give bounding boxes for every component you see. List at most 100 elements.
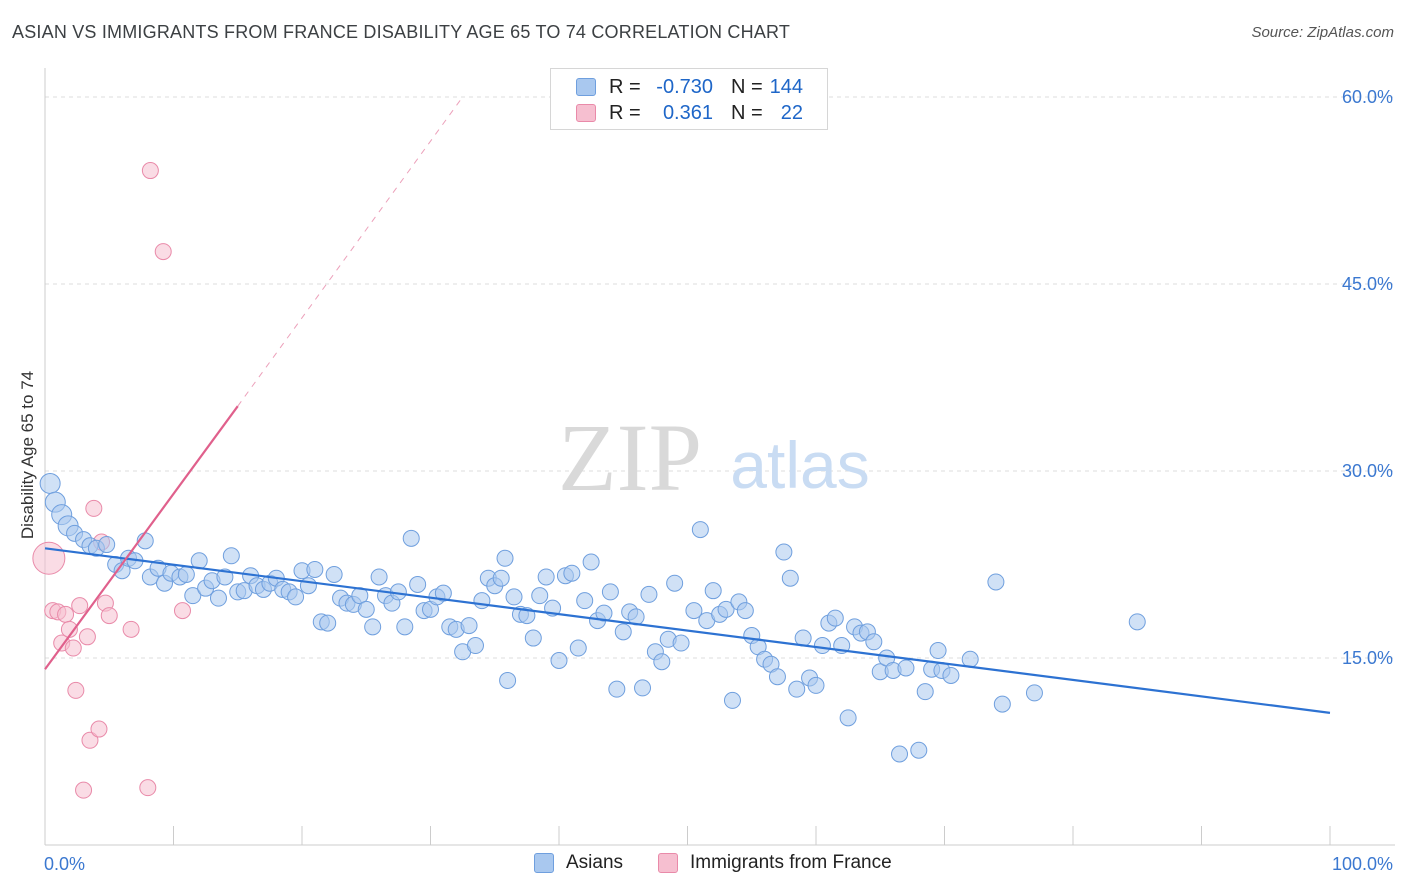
france-point (57, 605, 75, 623)
asian-point (550, 651, 568, 669)
france-point (139, 779, 157, 797)
asian-point (691, 521, 709, 539)
r-label: R = (609, 102, 641, 124)
france-point (141, 162, 159, 180)
asian-point (434, 584, 452, 602)
asian-point (916, 683, 934, 701)
asian-point (466, 637, 484, 655)
correlation-legend: R = -0.730 N = 144 R = 0.361 N = 22 (550, 68, 828, 130)
axes (44, 68, 1395, 846)
asian-point (839, 709, 857, 727)
y-tick-label: 15.0% (1342, 648, 1393, 668)
asian-point (865, 633, 883, 651)
asian-point (781, 569, 799, 587)
asians-legend-label: Asians (566, 852, 624, 873)
asian-point (961, 650, 979, 668)
asian-point (460, 617, 478, 635)
asian-point (396, 618, 414, 636)
asian-point (717, 600, 735, 618)
asian-point (723, 691, 741, 709)
asian-point (473, 592, 491, 610)
asian-point (537, 568, 555, 586)
asian-point (319, 614, 337, 632)
france-point (90, 720, 108, 738)
asians-swatch (576, 78, 596, 96)
asian-point (306, 560, 324, 578)
r-value: 0.361 (662, 102, 713, 124)
asian-point (993, 695, 1011, 713)
france-legend-label: Immigrants from France (690, 852, 892, 873)
asian-point (177, 565, 195, 583)
asian-point (582, 553, 600, 571)
france-trendline (44, 405, 239, 670)
france-point (75, 781, 93, 799)
legend-row-france: R = 0.361 N = 22 (551, 102, 827, 126)
watermark: ZIP atlas (558, 404, 870, 511)
asian-point (653, 653, 671, 671)
asian-point (576, 592, 594, 610)
asian-point (788, 680, 806, 698)
asian-point (929, 642, 947, 660)
asian-point (807, 676, 825, 694)
n-value: 144 (769, 76, 803, 98)
tick-labels: 15.0% 30.0% 45.0% 60.0% 0.0% 100.0% (44, 87, 1393, 874)
france-point (81, 731, 99, 749)
france-point (78, 628, 96, 646)
asian-point (813, 637, 831, 655)
asian-point (608, 680, 626, 698)
asian-point (287, 588, 305, 606)
watermark-atlas: atlas (730, 428, 869, 502)
asian-point (98, 536, 116, 554)
trendlines (44, 96, 1331, 714)
asian-point (614, 623, 632, 641)
france-point (85, 499, 103, 517)
asian-point (492, 569, 510, 587)
asian-point (364, 618, 382, 636)
asian-point (897, 659, 915, 677)
france-point (64, 639, 82, 657)
asian-point (409, 575, 427, 593)
asian-point (640, 585, 658, 603)
asian-point (666, 574, 684, 592)
asian-point (563, 564, 581, 582)
asian-point (184, 587, 202, 605)
asian-point (222, 547, 240, 565)
asian-point (524, 629, 542, 647)
asian-point (634, 679, 652, 697)
asian-point (891, 745, 909, 763)
n-label: N = (731, 102, 763, 124)
asian-point (987, 573, 1005, 591)
france-points (32, 162, 191, 799)
asian-point (505, 588, 523, 606)
france-point (100, 607, 118, 625)
chart-title: ASIAN VS IMMIGRANTS FROM FRANCE DISABILI… (12, 22, 791, 42)
r-label: R = (609, 76, 641, 98)
asian-point (209, 589, 227, 607)
asian-point (499, 671, 517, 689)
asian-point (768, 668, 786, 686)
asian-point (496, 549, 514, 567)
x-tick-label: 0.0% (44, 854, 85, 874)
x-tick-label: 100.0% (1332, 854, 1393, 874)
asian-point (1025, 684, 1043, 702)
france-point (173, 602, 191, 620)
asian-point (704, 582, 722, 600)
asian-point (775, 543, 793, 561)
asian-point (942, 666, 960, 684)
asian-point (299, 577, 317, 595)
n-label: N = (731, 76, 763, 98)
asian-point (736, 602, 754, 620)
france-point (122, 620, 140, 638)
asian-point (910, 741, 928, 759)
asian-point (826, 609, 844, 627)
asian-point (325, 565, 343, 583)
r-value: -0.730 (656, 76, 713, 98)
legend-row-asians: R = -0.730 N = 144 (551, 76, 827, 100)
asian-point (672, 634, 690, 652)
france-point (71, 597, 89, 615)
asian-point (357, 600, 375, 618)
asian-point (595, 604, 613, 622)
y-tick-label: 60.0% (1342, 87, 1393, 107)
asian-point (402, 529, 420, 547)
